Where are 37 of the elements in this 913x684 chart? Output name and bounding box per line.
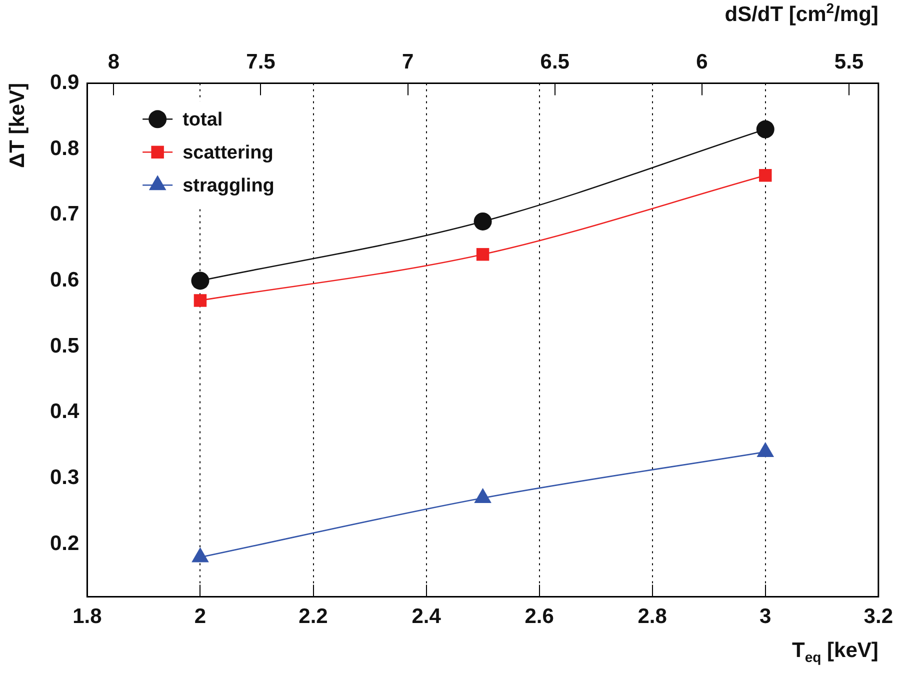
y-tick-label: 0.6 [50,268,80,292]
point [191,272,210,290]
x-tick-label: 2.2 [298,605,328,628]
point [474,212,492,230]
point [194,294,207,307]
point [474,488,492,504]
x-tick-label: 2.4 [412,605,442,628]
x-tick-label: 2 [194,605,206,628]
legend-label: total [182,109,223,130]
point [476,248,490,261]
x-tick-label: 2.8 [638,605,668,628]
point [756,120,774,138]
point [756,442,774,457]
x2-tick-label: 6.5 [540,50,570,74]
x2-tick-label: 6 [696,50,708,74]
x-tick-label: 2.6 [524,605,554,628]
x-tick-label: 3 [760,605,772,628]
x2-tick-label: 5.5 [834,50,864,74]
x2-tick-label: 8 [108,50,120,74]
point [759,169,772,182]
legend-label: scattering [182,142,274,164]
y-tick-label: 0.8 [50,136,80,160]
x2-tick-label: 7.5 [246,50,276,74]
x2-axis-title: dS/dT [cm$^{2}$/mg] [724,0,878,27]
y-tick-label: 0.3 [50,466,80,490]
x-axis-title: T$_{eq}$ [keV] [792,638,878,665]
y-axis-title: ΔT [keV] [6,83,30,168]
x2-tick-label: 7 [402,50,414,74]
y-tick-label: 0.5 [50,334,80,358]
legend-label: straggling [182,175,274,196]
y-tick-label: 0.4 [50,400,80,424]
x-tick-label: 1.8 [72,605,102,628]
y-tick-label: 0.9 [50,70,80,94]
y-tick-label: 0.7 [50,202,80,226]
point [192,547,209,562]
x-tick-label: 3.2 [864,605,894,628]
y-tick-label: 0.2 [50,532,80,555]
